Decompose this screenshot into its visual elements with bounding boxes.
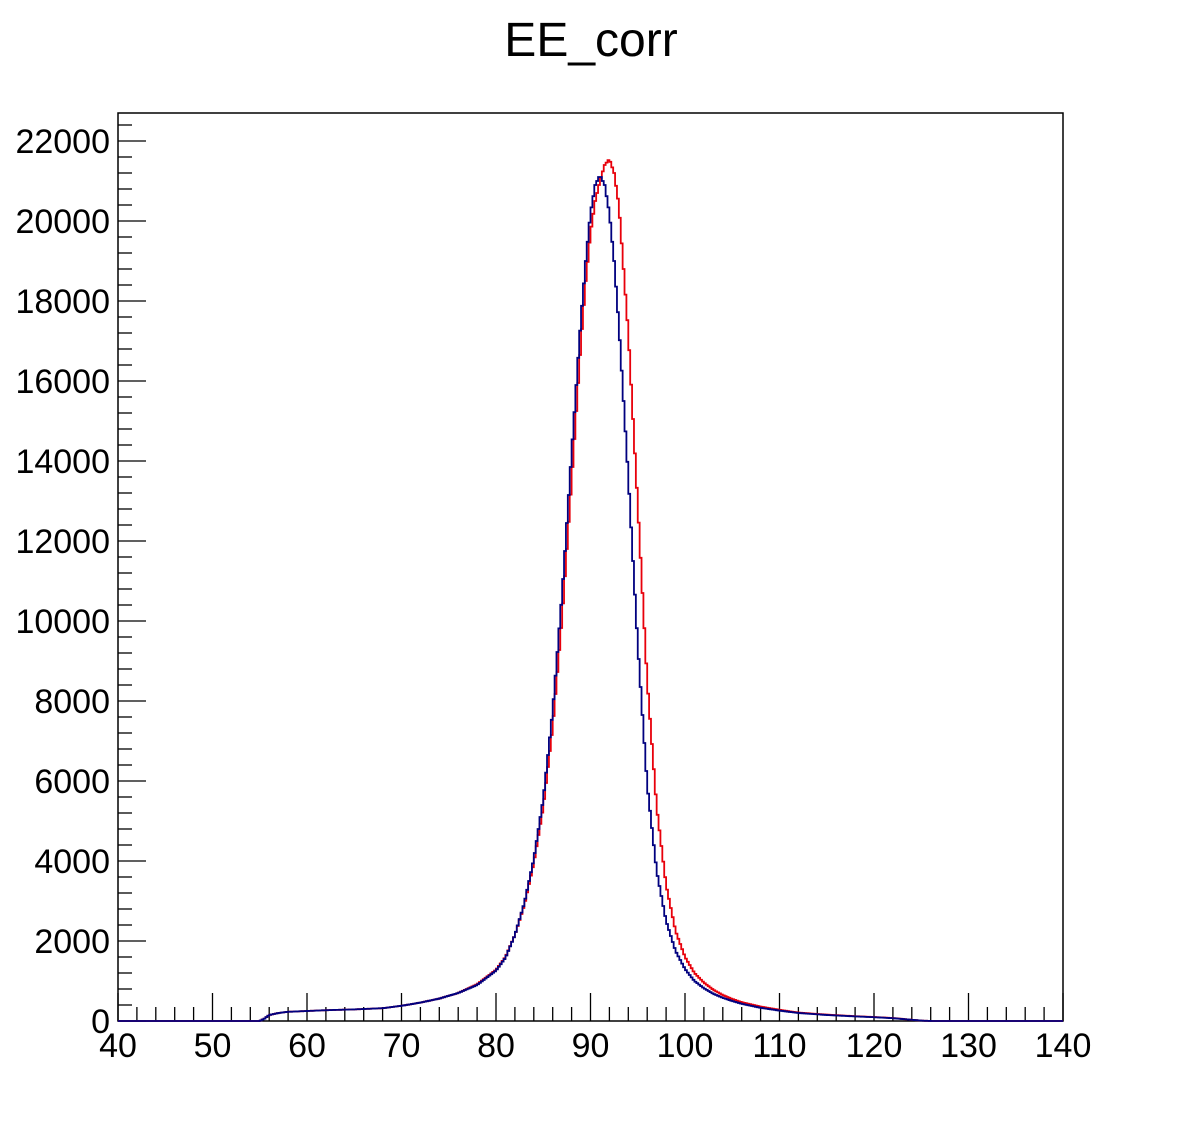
plot-frame [117, 112, 1064, 1022]
axis-ticks [117, 124, 1064, 1022]
y-tick-label: 18000 [15, 283, 110, 321]
x-tick-label: 110 [752, 1027, 806, 1065]
x-tick-label: 100 [657, 1027, 714, 1065]
y-tick-label: 2000 [34, 923, 110, 961]
y-tick-label: 4000 [34, 843, 110, 881]
y-tick-label: 14000 [15, 443, 110, 481]
y-tick-label: 10000 [15, 603, 110, 641]
y-tick-label: 0 [91, 1003, 110, 1041]
y-tick-label: 12000 [15, 523, 110, 561]
histogram-series [118, 159, 1063, 1022]
y-tick-label: 22000 [15, 123, 110, 161]
x-tick-label: 70 [383, 1027, 421, 1065]
y-tick-label: 6000 [34, 763, 110, 801]
y-tick-label: 8000 [34, 683, 110, 721]
x-tick-label: 90 [572, 1027, 610, 1065]
series-red-line [118, 159, 1063, 1022]
x-tick-label: 140 [1035, 1027, 1092, 1065]
y-tick-label: 16000 [15, 363, 110, 401]
x-tick-label: 130 [940, 1027, 997, 1065]
series-blue-line [118, 176, 1063, 1022]
x-tick-label: 50 [194, 1027, 232, 1065]
y-tick-label: 20000 [15, 203, 110, 241]
chart-title: EE_corr [504, 14, 677, 67]
y-tick-labels: 0 2000 4000 6000 8000 10000 12000 14000 16000 180… [15, 123, 110, 1041]
x-tick-label: 80 [477, 1027, 515, 1065]
x-tick-label: 40 [99, 1027, 137, 1065]
x-tick-label: 60 [288, 1027, 326, 1065]
x-tick-labels: 40 50 60 70 80 90 100 110 120 130 140 [99, 1027, 1091, 1065]
x-tick-label: 120 [846, 1027, 903, 1065]
